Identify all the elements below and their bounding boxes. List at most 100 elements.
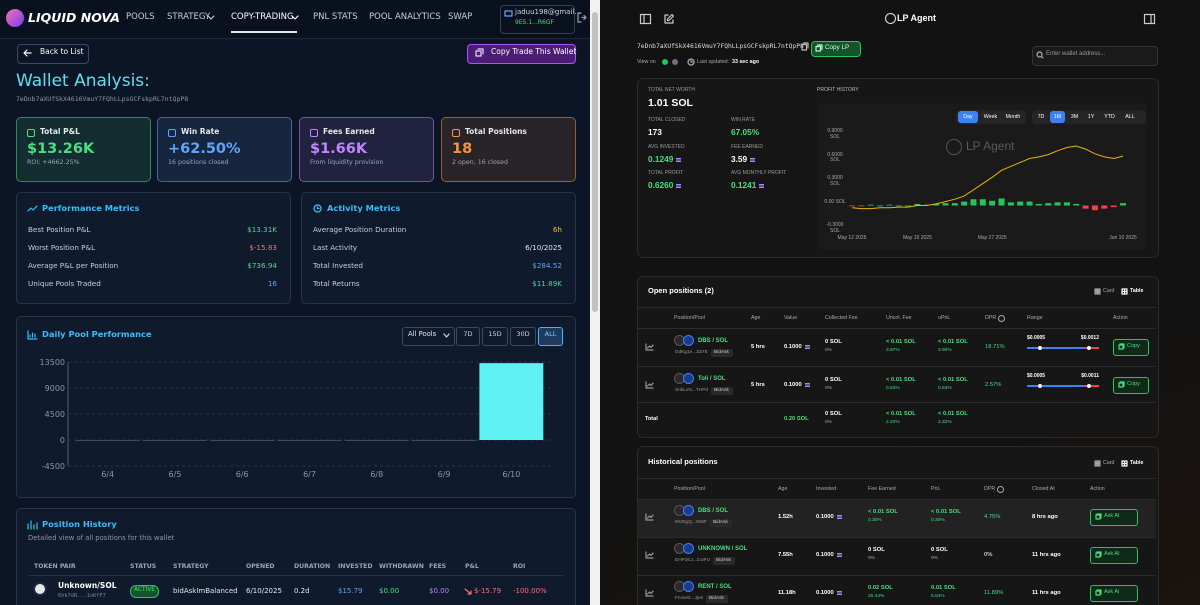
- view-option[interactable]: Table: [1130, 288, 1144, 294]
- profit-bar: [1035, 203, 1042, 206]
- liquid-nova-pane: LIQUID NOVA POOLS STRATEGY COPY-TRADING PNL …: [0, 0, 590, 605]
- copy-trade-button[interactable]: [467, 44, 576, 64]
- range-button[interactable]: [482, 327, 508, 346]
- value: 0.1000: [784, 344, 802, 350]
- search-icon-path: [1036, 51, 1044, 59]
- panel-icon: [27, 330, 38, 340]
- stat-label: TOTAL PROFIT: [648, 170, 684, 176]
- period-tab[interactable]: [958, 111, 978, 123]
- pool-address: SnkLvN...THPd: [675, 388, 709, 393]
- action-button[interactable]: [1090, 509, 1138, 526]
- view-option[interactable]: Card: [1103, 288, 1115, 294]
- y-tick-label: 0: [60, 436, 65, 445]
- card-view-icon: [1094, 460, 1101, 467]
- back-button[interactable]: [17, 44, 89, 64]
- table-view-icon-path: [1121, 460, 1128, 467]
- column-header: TOKEN PAIR: [34, 563, 76, 570]
- range-label: ALL: [544, 330, 557, 338]
- wallet-address: 7eDnb7aXUfSkX4616VmuY7FQhLLpsGCFskpRL7nt…: [16, 95, 189, 103]
- metric-label: Last Activity: [313, 243, 358, 252]
- panel-subtitle: Detailed view of all positions for this …: [28, 534, 175, 542]
- bar-chart: 13500 9000 4500 0 -4500 6/4 6/5 6/6 6/7 6/8 6/9 6/1…: [40, 358, 555, 479]
- profit-bar: [1101, 205, 1108, 209]
- nav-link[interactable]: COPY-TRADING: [231, 12, 294, 22]
- profit-bar: [970, 199, 977, 206]
- explorer-link[interactable]: [662, 59, 668, 65]
- nav-link[interactable]: STRATEGY: [167, 12, 211, 22]
- copy-lp-button[interactable]: [811, 41, 861, 57]
- net-worth: 1.01 SOL: [648, 97, 693, 109]
- amount: 0 SOL: [825, 377, 842, 383]
- percent: 0.53%: [938, 386, 952, 391]
- clock-icon: [687, 58, 695, 66]
- last-updated-value: 33 sec ago: [732, 59, 760, 65]
- user-box[interactable]: [500, 5, 575, 34]
- stat-value: 18: [452, 141, 473, 157]
- nav-link[interactable]: SWAP: [448, 12, 473, 22]
- back-label: Back to List: [40, 47, 84, 56]
- range-button[interactable]: [456, 327, 480, 346]
- stat-value: 173: [648, 127, 662, 137]
- row-divider: [638, 402, 1156, 403]
- panel-toggle: [1143, 13, 1156, 25]
- percent: 2.20%: [886, 420, 900, 425]
- table-view-icon: [1121, 460, 1128, 467]
- range-label: 3M: [1070, 114, 1079, 120]
- action-label: Ask AI: [1104, 589, 1120, 595]
- wallet-icon: [504, 10, 513, 17]
- age: 1.52h: [778, 514, 793, 520]
- range-bar: [1027, 385, 1099, 387]
- dpr-info-icon: [997, 486, 1004, 493]
- panel-title: Position History: [42, 519, 117, 529]
- percent: 3.87%: [886, 348, 900, 353]
- new-chat-icon-path: [664, 13, 675, 24]
- profit-bar: [1110, 205, 1117, 208]
- sol-icon: [750, 158, 755, 162]
- percent: 20.44%: [868, 594, 885, 599]
- chevron-path: [207, 15, 215, 20]
- pool-address: DdKg1e...Za7E: [675, 350, 708, 355]
- pnl: $-15.79: [474, 587, 502, 595]
- explorer-link[interactable]: [672, 59, 678, 65]
- pool-pair: UNKNOWN / SOL: [698, 546, 748, 552]
- amount: 0 SOL: [931, 547, 948, 553]
- closed-at: 11 hrs ago: [1032, 590, 1061, 596]
- percent: 0%: [825, 420, 832, 425]
- profit-bar: [905, 205, 912, 207]
- profit-bar: [1054, 202, 1061, 206]
- section-title: Open positions (2): [648, 286, 714, 295]
- action-label: Copy: [1127, 343, 1140, 349]
- metric-label: Total Returns: [313, 279, 360, 288]
- action-button[interactable]: [1113, 377, 1149, 394]
- action-button[interactable]: [1090, 547, 1138, 564]
- percent: 2.32%: [938, 420, 952, 425]
- pool-filter[interactable]: [402, 327, 455, 346]
- action-button[interactable]: [1113, 339, 1149, 356]
- range-button[interactable]: [510, 327, 536, 346]
- nav-link[interactable]: POOLS: [126, 12, 155, 22]
- nav-link[interactable]: POOL ANALYTICS: [369, 12, 441, 22]
- stat-value: $13.26K: [27, 141, 95, 157]
- row-divider: [638, 328, 1156, 329]
- percent: 0.30%: [931, 518, 945, 523]
- action-button[interactable]: [1090, 585, 1138, 602]
- row-divider: [638, 575, 1156, 576]
- nav-link[interactable]: PNL STATS: [313, 12, 358, 22]
- range-button[interactable]: [538, 327, 563, 346]
- total-value: 0.20 SOL: [784, 416, 809, 422]
- x-tick-label: May 12 2025: [837, 235, 867, 241]
- watermark: LP Agent: [966, 139, 1015, 153]
- profit-bar: [867, 204, 874, 206]
- column-header: OPENED: [246, 563, 275, 570]
- metric-label: Average P&L per Position: [28, 261, 119, 270]
- scroll-thumb[interactable]: [592, 12, 598, 312]
- view-option[interactable]: Table: [1130, 460, 1144, 466]
- range-tab[interactable]: [1050, 111, 1065, 123]
- pool-pair: DBS / SOL: [698, 338, 729, 344]
- table-divider: [638, 307, 1156, 308]
- profit-bar: [961, 201, 968, 206]
- metric-value: $284.52: [532, 261, 562, 270]
- search-box[interactable]: [1032, 46, 1158, 66]
- x-tick-label: 6/6: [236, 470, 249, 479]
- view-option[interactable]: Card: [1103, 460, 1115, 466]
